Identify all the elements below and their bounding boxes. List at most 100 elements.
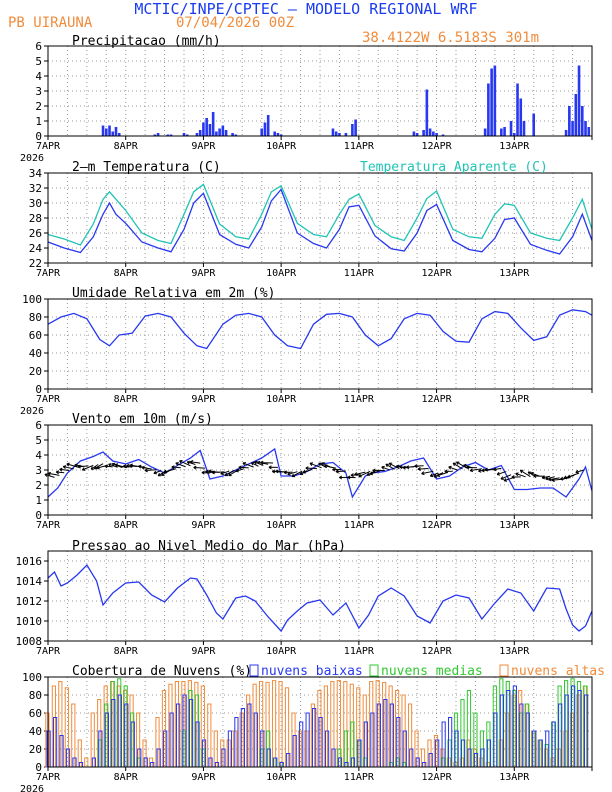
wind-vector-arrow [141,466,152,470]
wind-vector-arrow [63,465,75,470]
wind-vector-head [186,460,191,465]
wind-vector-head [77,464,81,469]
bar-precipitacao [260,128,264,136]
wind-vector-head [567,474,571,479]
wind-vector-head [283,470,287,475]
wind-vector-head [381,465,385,470]
wind-vector-arrow [251,462,259,467]
wind-vector-head [448,465,452,470]
y-tick-label: 1008 [16,635,43,648]
panel-temp: 22 24 26 28 30 32 34 2–m Temperatura (C) Tempera… [29,160,593,279]
wind-vector-head [417,466,421,471]
wind-vector-head [171,465,175,470]
x-tick-label: 9APR [191,646,216,657]
bar-precipitacao [185,134,189,136]
wind-vector-head [66,462,70,467]
wind-vector-arrow [369,470,381,475]
wind-vector-head [111,462,116,467]
bar-precipitacao [215,131,218,136]
wind-vector-arrow [108,463,118,468]
y-tick-label: 3 [35,464,42,477]
wind-vector-arrow [515,473,526,478]
wind-vector-arrow [144,469,157,472]
panel-wind: 0 1 2 3 4 5 6 Vento em 10m (m/s) 7APR 8APR 9APR 10A… [35,412,593,531]
bar-precipitacao [580,106,584,136]
bar-precipitacao [114,127,118,136]
y-tick-label: 30 [29,197,42,210]
x-tick-label: 7APR [36,268,61,279]
x-tick-label: 13APR [499,141,530,152]
bar-nuvens-medias [343,730,349,768]
x-tick-label: 12APR [422,520,453,531]
wind-vector-arrow [545,476,555,480]
wind-vector-arrow [175,462,186,468]
bar-precipitacao [441,134,445,136]
y-tick-label: 5 [35,434,42,447]
wind-vector-head [372,468,376,473]
bar-precipitacao [512,133,516,136]
bar-precipitacao [432,131,435,136]
wind-vector-arrow [302,469,313,473]
bar-precipitacao [234,134,238,136]
wind-vector-arrow [56,471,65,474]
panel-title: Vento em 10m (m/s) [72,412,213,427]
panel-title: Umidade Relativa em 2m (%) [72,286,276,301]
wind-vector-head [321,462,325,466]
wind-vector-arrow [44,473,55,478]
wind-vector-head [469,468,474,473]
wind-vector-head [141,465,145,470]
wind-vector-arrow [358,470,371,478]
wind-vector-arrow [448,466,458,471]
wind-vector-arrow [153,470,162,474]
wind-vector-head [481,468,485,473]
wind-vector-arrow [452,462,463,470]
wind-vector-head [519,469,524,474]
x-tick-label: 12APR [422,646,453,657]
wind-vector-head [220,471,224,476]
x-tick-label: 8APR [114,646,139,657]
wind-vector-head [429,473,434,478]
x-tick-label: 9APR [191,268,216,279]
wind-vector-head [257,460,261,465]
wind-vector-head [548,477,552,482]
bar-nuvens-baixas [493,712,498,768]
wind-vector-arrow [567,472,580,478]
wind-vector-head [250,462,255,466]
wind-vector-head [59,467,63,472]
bar-precipitacao [331,128,335,136]
x-tick-label: 11APR [344,772,375,783]
wind-vector-arrow [242,462,254,468]
bar-precipitacao [156,133,160,136]
plot-frame [47,172,593,264]
x-tick-label: 13APR [499,646,530,657]
wind-vector-head [114,463,119,468]
wind-vector-head [242,462,246,466]
wind-vector-arrow [47,472,60,476]
wind-vector-head [224,472,229,477]
y-tick-label: 22 [29,257,42,270]
legend-swatch [369,664,379,677]
x-tick-label: 10APR [266,646,297,657]
plot-frame [47,298,593,390]
bar-precipitacao [208,124,212,136]
wind-vector-arrow [59,468,70,472]
wind-vector-arrow [257,461,269,465]
y-tick-label: 100 [22,671,42,684]
wind-vector-head [332,467,336,472]
wind-vector-head [503,478,508,482]
wind-vector-arrow [541,475,551,479]
wind-vector-head [421,471,425,476]
y-tick-label: 1010 [16,615,43,628]
wind-vector-head [515,472,519,477]
wind-vector-head [179,460,183,464]
wind-vector-head [347,475,351,480]
bar-precipitacao [334,131,338,136]
x-tick-label: 11APR [344,520,375,531]
wind-vector-head [104,464,108,469]
bar-precipitacao [224,130,228,136]
wind-vector-arrow [496,471,507,475]
bar-precipitacao [422,130,425,136]
y-tick-label: 5 [35,55,42,68]
y-tick-label: 1 [35,115,42,128]
